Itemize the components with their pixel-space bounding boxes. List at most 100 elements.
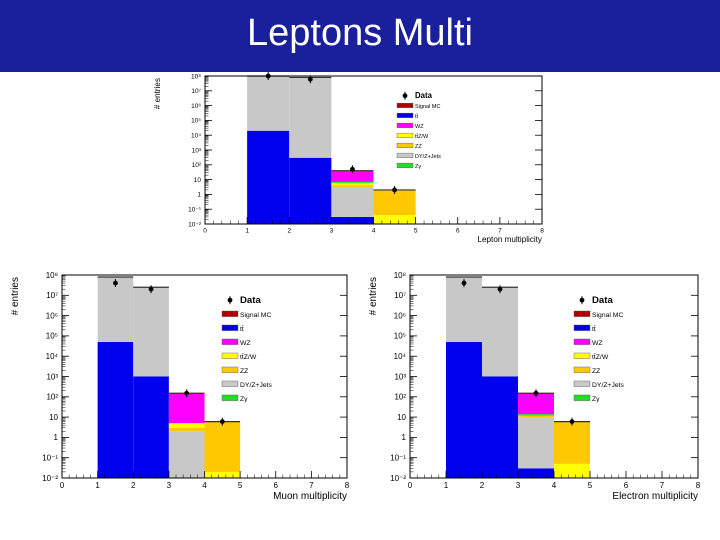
y-tick-label-2: 1: [54, 433, 59, 442]
data-point-2: [184, 390, 190, 396]
x-axis-label: Muon multiplicity: [273, 491, 347, 502]
bin-2-wz-segment: [168, 393, 205, 424]
legend-label-6: DY/Z+Jets: [592, 382, 625, 389]
x-tick-label-3: 3: [167, 481, 172, 490]
legend-swatch-6: [573, 380, 591, 387]
legend-label-0: Data: [415, 91, 433, 100]
legend-label-2: tt̄: [240, 325, 244, 333]
bin-2-tt-segment: [331, 216, 374, 224]
legend-label-1: Signal MC: [240, 312, 271, 319]
x-tick-label-4: 4: [372, 228, 376, 235]
lepton-multiplicity-plot: 10⁻² 10⁻¹ 1 10 10² 10³ 10⁴ 10⁵ 10⁶ 10⁷ 10⁸ 0 1 2 3 4 5 6 7…: [153, 72, 544, 244]
x-tick-label-0: 0: [408, 481, 413, 490]
x-tick-label-0: 0: [203, 228, 207, 235]
x-axis-label: Lepton multiplicity: [478, 235, 543, 244]
y-tick-label-7: 10⁵: [46, 332, 58, 341]
legend-label-4: tt̄Z/W: [415, 133, 429, 140]
y-tick-label-6: 10⁴: [46, 352, 59, 361]
x-axis-label: Electron multiplicity: [612, 491, 698, 502]
y-tick-label-9: 10⁷: [46, 291, 58, 300]
y-axis-label: # entries: [153, 78, 162, 109]
legend-swatch-7: [396, 162, 414, 168]
x-tick-label-2: 2: [480, 481, 485, 490]
legend-label-3: WZ: [415, 124, 424, 130]
y-tick-label-5: 10³: [46, 372, 58, 381]
legend-label-7: Zγ: [240, 396, 248, 403]
x-tick-label-6: 6: [456, 228, 460, 235]
bin-2-ttzw-segment: [331, 182, 374, 186]
legend-swatch-4: [396, 132, 414, 138]
x-tick-label-5: 5: [238, 481, 243, 490]
legend-label-5: ZZ: [415, 144, 422, 150]
legend-swatch-2: [573, 324, 591, 331]
bin-2-wz-segment: [518, 393, 554, 415]
bin-1-tt-segment: [289, 157, 332, 224]
x-tick-label-4: 4: [552, 481, 557, 490]
bin-3-zz-segment: [373, 189, 416, 216]
legend-swatch-4: [573, 352, 591, 359]
x-tick-label-0: 0: [60, 481, 65, 490]
y-tick-label-0: 10⁻²: [390, 474, 406, 483]
x-tick-label-6: 6: [274, 481, 279, 490]
legend-swatch-2: [396, 112, 414, 118]
data-point-1: [148, 286, 154, 292]
x-tick-label-5: 5: [414, 228, 418, 235]
legend-label-3: WZ: [592, 340, 603, 347]
title-bar: Leptons Multi: [0, 0, 720, 72]
x-tick-label-8: 8: [540, 228, 544, 235]
legend-swatch-6: [396, 152, 414, 158]
data-point-1: [497, 286, 503, 292]
legend-label-4: tt̄Z/W: [240, 353, 257, 361]
bin-0-dy-segment: [247, 76, 290, 131]
bin-1-dy-segment: [133, 287, 169, 377]
y-tick-label-3: 10: [397, 413, 406, 422]
bin-0-tt-segment: [97, 342, 134, 478]
legend-swatch-3: [396, 122, 414, 128]
bin-2-dy-segment: [518, 417, 554, 469]
legend-label-5: ZZ: [592, 368, 600, 375]
x-tick-label-4: 4: [202, 481, 207, 490]
data-point-2: [350, 166, 355, 172]
legend-swatch-1: [221, 310, 239, 317]
data-point-3: [392, 187, 397, 193]
x-tick-label-7: 7: [309, 481, 314, 490]
x-tick-label-1: 1: [95, 481, 100, 490]
x-tick-label-8: 8: [696, 481, 701, 490]
legend-label-6: DY/Z+Jets: [240, 382, 273, 389]
legend-label-0: Data: [592, 295, 613, 306]
legend-swatch-1: [396, 102, 414, 108]
y-tick-label-6: 10⁴: [394, 352, 407, 361]
data-point-3: [569, 419, 575, 425]
y-tick-label-8: 10⁶: [394, 311, 406, 320]
y-tick-label-1: 10⁻¹: [390, 454, 406, 463]
muon-multiplicity-plot: 10⁻² 10⁻¹ 1 10 10² 10³ 10⁴ 10⁵ 10⁶ 10⁷ 10⁸ 0 1 2 3 4 5 6 7…: [10, 271, 350, 502]
legend-label-5: ZZ: [240, 368, 248, 375]
y-tick-label-10: 10⁸: [394, 271, 406, 280]
page-title: Leptons Multi: [246, 12, 473, 54]
y-tick-label-4: 10²: [394, 393, 406, 402]
y-tick-label-5: 10³: [394, 372, 406, 381]
bin-2-tt-segment: [518, 468, 554, 478]
y-tick-label-10: 10⁸: [46, 271, 58, 280]
y-tick-label-6: 10⁴: [191, 132, 201, 139]
bin-2-ttzw-segment: [168, 423, 205, 428]
bin-3-ttzw-segment: [373, 215, 416, 224]
legend-swatch-5: [573, 366, 591, 373]
x-tick-label-1: 1: [245, 228, 249, 235]
legend-swatch-7: [573, 394, 591, 401]
y-tick-label-0: 10⁻²: [42, 474, 58, 483]
bin-1-dy-segment: [482, 287, 518, 377]
y-tick-label-9: 10⁷: [191, 88, 201, 95]
x-tick-label-3: 3: [330, 228, 334, 235]
x-tick-label-7: 7: [498, 228, 502, 235]
bin-2-zg-segment: [518, 414, 554, 416]
data-point-3: [219, 419, 225, 425]
x-tick-label-3: 3: [516, 481, 521, 490]
y-tick-label-0: 10⁻²: [188, 221, 202, 228]
y-tick-label-1: 10⁻¹: [42, 454, 58, 463]
legend-label-1: Signal MC: [592, 312, 623, 319]
data-point-1: [307, 76, 313, 82]
legend-label-2: tt̄: [592, 325, 596, 333]
x-tick-label-5: 5: [588, 481, 593, 490]
legend-label-1: Signal MC: [415, 104, 440, 110]
